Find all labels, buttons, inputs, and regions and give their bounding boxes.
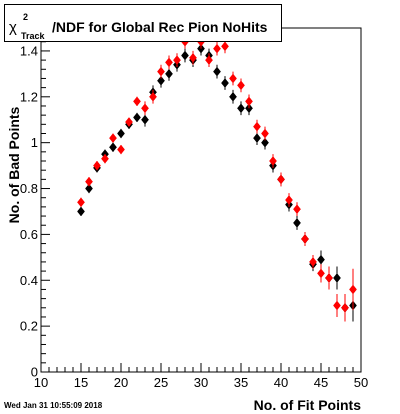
data-point: [165, 68, 173, 79]
data-point: [93, 160, 101, 171]
axes: [40, 27, 362, 373]
x-tick-label: 25: [154, 375, 168, 390]
data-point: [141, 103, 149, 114]
x-tick-label: 20: [114, 375, 128, 390]
data-point: [213, 66, 221, 77]
data-point: [293, 218, 301, 228]
x-axis-label: No. of Fit Points: [254, 397, 362, 413]
x-tick-label: 45: [314, 375, 328, 390]
data-point: [133, 112, 141, 123]
y-tick-label: 0.2: [20, 319, 38, 334]
data-point: [301, 234, 309, 244]
x-tick-label: 30: [194, 375, 208, 390]
title-superscript: 2: [23, 12, 29, 22]
data-point: [189, 52, 197, 63]
data-point: [117, 128, 125, 139]
data-point: [141, 114, 149, 125]
y-tick-label: 0.4: [20, 273, 38, 288]
data-point: [221, 78, 229, 88]
data-point: [309, 257, 317, 267]
data-point: [245, 96, 253, 107]
data-point: [221, 41, 229, 52]
data-point: [101, 153, 109, 164]
y-axis-label: No. of Bad Points: [6, 106, 22, 223]
timestamp: Wed Jan 31 10:55:09 2018: [4, 401, 103, 410]
data-point: [181, 50, 189, 61]
data-point: [77, 197, 85, 208]
title-text: /NDF for Global Rec Pion NoHits: [52, 19, 268, 35]
y-tick-label: 1: [31, 135, 38, 150]
data-point: [317, 254, 325, 265]
chart-title: χ 2 Track /NDF for Global Rec Pion NoHit…: [4, 4, 282, 42]
data-point: [261, 128, 269, 139]
data-point: [77, 206, 85, 217]
data-point: [85, 176, 93, 187]
data-point: [333, 300, 341, 311]
data-point: [165, 57, 173, 68]
title-chi-symbol: χ: [9, 19, 17, 36]
x-tick-label: 50: [354, 375, 368, 390]
data-point: [237, 103, 245, 114]
data-point: [125, 117, 133, 127]
data-point: [341, 302, 349, 313]
data-point: [133, 96, 141, 107]
y-tick-label: 1.4: [20, 43, 38, 58]
tick-labels: 10 15 20 25 30 35 40 45 50 0 0.2 0.4 0.6 0.8 1 1.2 1.4: [20, 43, 368, 390]
data-point: [109, 133, 117, 143]
data-point: [157, 66, 165, 77]
data-point: [253, 133, 261, 143]
y-tick-label: 0.6: [20, 227, 38, 242]
data-point: [213, 43, 221, 54]
data-point: [109, 142, 117, 153]
x-tick-label: 10: [34, 375, 48, 390]
data-point: [205, 55, 213, 66]
data-point: [333, 273, 341, 283]
data-point: [277, 174, 285, 185]
title-subscript: Track: [21, 31, 45, 41]
x-tick-label: 15: [74, 375, 88, 390]
y-tick-label: 0: [31, 365, 38, 380]
x-tick-label: 35: [234, 375, 248, 390]
data-point: [269, 156, 277, 166]
data-point: [229, 73, 237, 84]
x-tick-label: 40: [274, 375, 288, 390]
data-point: [149, 91, 157, 102]
data-point: [229, 91, 237, 102]
data-point: [293, 204, 301, 215]
data-point: [173, 55, 181, 66]
data-point: [237, 80, 245, 91]
data-point: [317, 268, 325, 279]
data-point: [349, 284, 357, 295]
data-point: [117, 144, 125, 155]
data-point: [157, 75, 165, 86]
data-point: [325, 273, 333, 283]
data-point: [253, 121, 261, 132]
data-points: [77, 34, 357, 322]
plot-frame: [40, 27, 362, 373]
data-point: [85, 183, 93, 194]
y-tick-label: 0.8: [20, 181, 38, 196]
data-point: [285, 195, 293, 205]
data-point: [261, 137, 269, 148]
y-tick-label: 1.2: [20, 89, 38, 104]
